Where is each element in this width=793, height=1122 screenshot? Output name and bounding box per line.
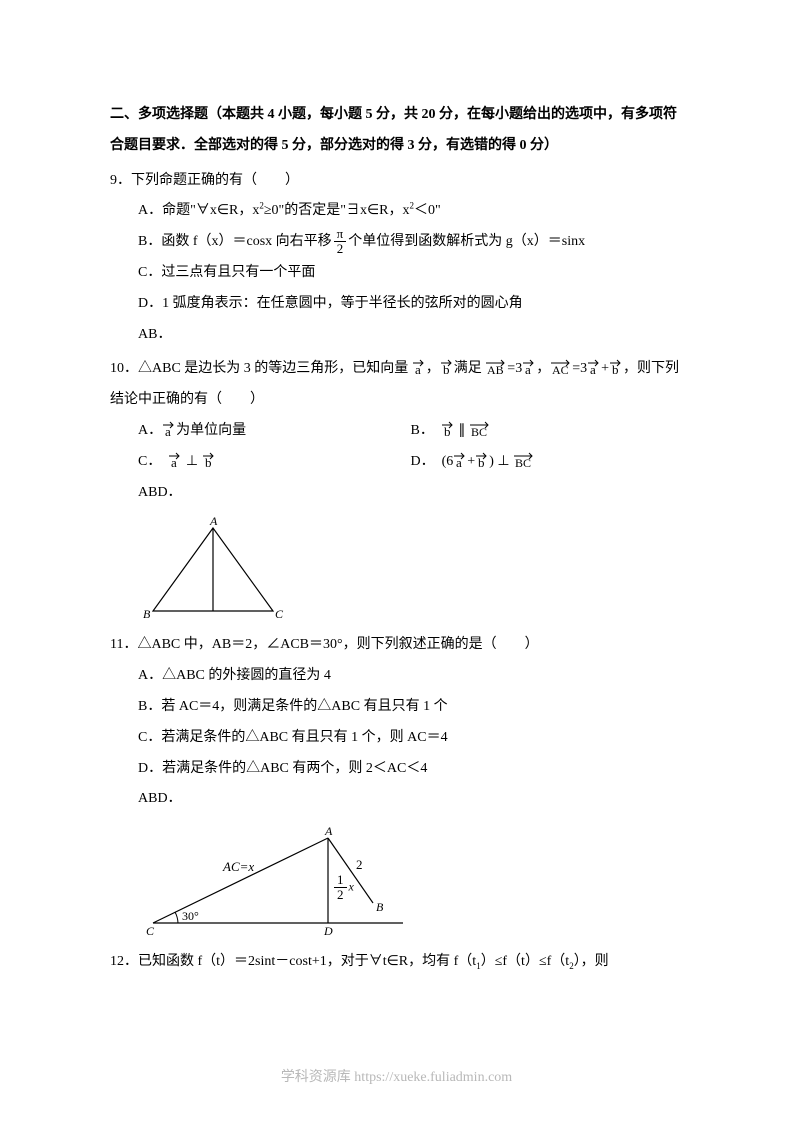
- svg-text:a: a: [456, 455, 462, 468]
- vertex-C: C: [275, 607, 284, 621]
- q12-mid: ）≤f（t）≤f（t: [481, 954, 569, 969]
- q10-stem-m2: 满足: [454, 361, 486, 376]
- svg-text:A: A: [324, 824, 333, 838]
- q9-optC: C．过三点有且只有一个平面: [110, 258, 683, 289]
- par-icon: ∥: [458, 423, 465, 438]
- q9-optD: D．1 弧度角表示：在任意圆中，等于半径长的弦所对的圆心角: [110, 289, 683, 320]
- q9-optB: B．函数 f（x）＝cosx 向右平移π2个单位得到函数解析式为 g（x）＝si…: [110, 227, 683, 258]
- vertex-B: B: [143, 607, 151, 621]
- q9-stem: 9．下列命题正确的有（ ）: [110, 166, 683, 197]
- q12-pre: 12．已知函数 f（t）＝2sint－cost+1，对于∀t∈R，均有 f（t: [110, 954, 476, 969]
- q9-optB-pre: B．函数 f（x）＝cosx 向右平移: [138, 234, 332, 249]
- svg-text:b: b: [443, 362, 450, 375]
- vertex-A: A: [209, 516, 218, 528]
- q10-answer: ABD．: [110, 478, 683, 509]
- svg-text:B: B: [376, 900, 384, 914]
- q10-eq1: =3: [507, 361, 522, 376]
- svg-text:30°: 30°: [182, 909, 199, 923]
- svg-text:a: a: [590, 362, 596, 375]
- svg-text:b: b: [612, 362, 619, 375]
- svg-text:AC: AC: [552, 363, 569, 375]
- svg-text:a: a: [165, 424, 171, 437]
- svg-text:AC=x: AC=x: [222, 859, 254, 874]
- q10-stem-pre: 10．△ABC 是边长为 3 的等边三角形，已知向量: [110, 361, 412, 376]
- q10-optD: D． (6a+b) ⊥ BC: [411, 447, 684, 478]
- svg-text:a: a: [415, 362, 421, 375]
- q9-answer: AB．: [110, 320, 683, 351]
- svg-text:BC: BC: [515, 456, 531, 468]
- svg-text:b: b: [444, 424, 451, 437]
- q9-optA: A．命题"∀x∈R，x2≥0"的否定是"∃x∈R，x2＜0": [110, 196, 683, 227]
- q11-stem: 11．△ABC 中，AB＝2，∠ACB＝30°，则下列叙述正确的是（ ）: [110, 630, 683, 661]
- q11-answer: ABD．: [110, 784, 683, 815]
- q10-stem-m1: ，: [426, 361, 440, 376]
- svg-text:AB: AB: [487, 363, 504, 375]
- q10-stem-m3: ，: [536, 361, 550, 376]
- q10-eq2: =3: [572, 361, 587, 376]
- q11-optA: A．△ABC 的外接圆的直径为 4: [110, 661, 683, 692]
- q10-figure: A B C: [138, 516, 683, 626]
- svg-text:a: a: [525, 362, 531, 375]
- svg-text:C: C: [146, 924, 155, 938]
- q12-stem: 12．已知函数 f（t）＝2sint－cost+1，对于∀t∈R，均有 f（t1…: [110, 947, 683, 978]
- q10-optA: A．a为单位向量: [138, 416, 411, 447]
- q10-plus: +: [601, 361, 609, 376]
- q9-optA-post: ＜0": [414, 203, 441, 218]
- svg-text:D: D: [323, 924, 333, 938]
- q9-optB-post: 个单位得到函数解析式为 g（x）＝sinx: [348, 234, 585, 249]
- perp-icon: ⊥: [186, 454, 198, 469]
- q11-optB: B．若 AC＝4，则满足条件的△ABC 有且只有 1 个: [110, 692, 683, 723]
- q11-optC: C．若满足条件的△ABC 有且只有 1 个，则 AC＝4: [110, 723, 683, 754]
- svg-text:b: b: [478, 455, 485, 468]
- q10-optB: B． b ∥ BC: [411, 416, 684, 447]
- frac-pi: π: [334, 227, 347, 242]
- q11-optD: D．若满足条件的△ABC 有两个，则 2＜AC＜4: [110, 754, 683, 785]
- q12-post: ），则: [574, 954, 609, 969]
- page-footer: 学科资源库 https://xueke.fuliadmin.com: [0, 1063, 793, 1094]
- q11-figure: A B C D AC=x 2 30° 12x: [138, 823, 683, 943]
- q9-optA-mid: ≥0"的否定是"∃x∈R，x: [264, 203, 410, 218]
- q9-optA-pre: A．命题"∀x∈R，x: [138, 203, 259, 218]
- q10-optC: C． a ⊥ b: [138, 447, 411, 478]
- svg-text:b: b: [205, 455, 212, 468]
- frac-2: 2: [334, 242, 347, 256]
- svg-text:2: 2: [356, 857, 363, 872]
- svg-text:BC: BC: [471, 425, 487, 437]
- section-title: 二、多项选择题（本题共 4 小题，每小题 5 分，共 20 分，在每小题给出的选…: [110, 100, 683, 162]
- q10-stem: 10．△ABC 是边长为 3 的等边三角形，已知向量 a，b满足 AB=3a，A…: [110, 354, 683, 416]
- svg-text:a: a: [171, 455, 177, 468]
